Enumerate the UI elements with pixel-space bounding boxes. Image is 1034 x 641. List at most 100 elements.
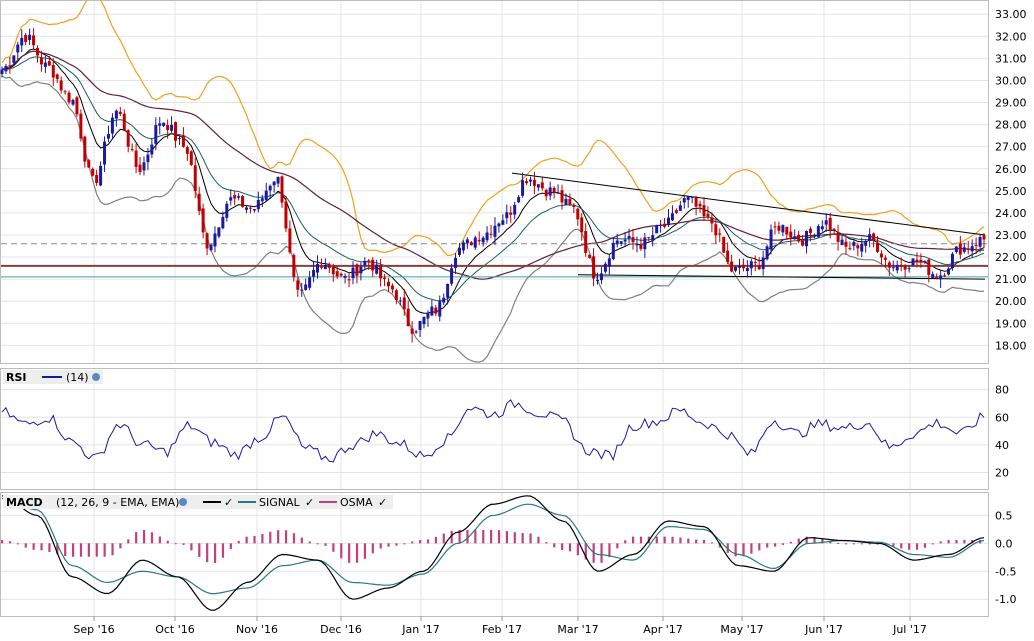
candle-up xyxy=(146,154,150,163)
osma-bar xyxy=(797,538,800,544)
candle-up xyxy=(556,192,560,194)
osma-bar xyxy=(474,529,477,544)
candle-down xyxy=(122,113,126,131)
candle-down xyxy=(958,243,962,255)
x-tick-label: Feb '17 xyxy=(482,623,522,636)
signal-check-icon[interactable]: ✓ xyxy=(305,496,314,509)
candle-down xyxy=(714,224,718,236)
candle-up xyxy=(229,197,233,201)
osma-bar xyxy=(166,540,169,544)
candle-up xyxy=(749,261,753,269)
osma-bar xyxy=(639,536,643,544)
candle-down xyxy=(8,65,12,67)
rsi-tick-label: 80 xyxy=(995,384,1009,397)
osma-bar xyxy=(734,543,737,557)
candle-down xyxy=(592,256,596,279)
osma-bar xyxy=(316,543,319,545)
osma-bar xyxy=(561,543,564,550)
price-tick-label: 27.00 xyxy=(995,141,1027,154)
osma-bar xyxy=(915,543,919,550)
osma-bar xyxy=(860,543,863,545)
osma-bar xyxy=(702,539,706,544)
candle-down xyxy=(402,297,406,310)
osma-bar xyxy=(324,543,327,546)
candle-up xyxy=(142,162,146,171)
candle-down xyxy=(280,176,284,203)
macd-settings-icon[interactable] xyxy=(179,498,187,506)
candle-down xyxy=(83,136,87,162)
osma-bar xyxy=(64,543,67,557)
candle-up xyxy=(375,264,379,274)
osma-bar xyxy=(174,543,177,545)
candle-down xyxy=(698,203,702,207)
price-tick-label: 21.00 xyxy=(995,273,1027,286)
osma-bar xyxy=(48,543,51,552)
candle-up xyxy=(221,216,225,229)
osma-check-icon[interactable]: ✓ xyxy=(378,496,387,509)
macd-param: (12, 26, 9 - EMA, EMA) xyxy=(56,496,179,509)
rsi-legend: RSI (14) xyxy=(3,370,103,384)
osma-bar xyxy=(458,529,461,544)
candle-down xyxy=(753,262,757,264)
trendline xyxy=(511,172,986,236)
osma-bar xyxy=(821,538,824,544)
osma-bar xyxy=(442,533,445,544)
candle-up xyxy=(840,239,844,246)
candle-up xyxy=(256,200,260,210)
price-tick-label: 32.00 xyxy=(995,30,1027,43)
candle-down xyxy=(126,130,130,147)
osma-bar xyxy=(119,543,122,549)
candle-up xyxy=(852,241,856,246)
candle-up xyxy=(816,226,820,238)
candle-up xyxy=(276,176,280,184)
rsi-settings-icon[interactable] xyxy=(92,373,100,381)
candle-up xyxy=(686,196,690,200)
candle-up xyxy=(891,267,895,269)
candle-up xyxy=(308,277,312,288)
candle-up xyxy=(312,269,316,277)
candle-up xyxy=(438,300,442,317)
candle-down xyxy=(631,237,635,243)
osma-bar xyxy=(135,532,138,544)
osma-bar xyxy=(332,543,335,552)
osma-bar xyxy=(624,540,627,544)
candle-up xyxy=(950,253,954,268)
x-tick-label: Nov '16 xyxy=(236,623,278,636)
candle-up xyxy=(599,273,603,281)
osma-bar xyxy=(679,537,682,544)
osma-bar xyxy=(269,531,272,544)
candle-up xyxy=(635,244,639,246)
candle-down xyxy=(560,190,564,203)
candle-down xyxy=(134,150,138,167)
candle-down xyxy=(525,181,529,184)
candle-down xyxy=(568,198,572,205)
osma-bar xyxy=(434,536,438,544)
candle-down xyxy=(544,190,548,197)
candle-up xyxy=(12,55,16,63)
candle-down xyxy=(899,264,903,267)
candle-up xyxy=(670,213,674,221)
candle-up xyxy=(497,223,501,227)
candle-up xyxy=(446,283,450,298)
price-tick-label: 23.00 xyxy=(995,229,1027,242)
candle-up xyxy=(418,321,422,331)
osma-bar xyxy=(419,540,422,544)
candle-up xyxy=(450,268,454,284)
x-tick-label: Mar '17 xyxy=(557,623,598,636)
candle-up xyxy=(430,306,434,316)
candle-down xyxy=(509,212,513,215)
price-tick-label: 19.00 xyxy=(995,317,1027,330)
osma-bar xyxy=(24,543,27,548)
macd-check-icon[interactable]: ✓ xyxy=(224,496,233,509)
osma-bar xyxy=(947,539,950,544)
signal-line xyxy=(1,498,985,595)
price-tick-label: 29.00 xyxy=(995,97,1027,110)
osma-bar xyxy=(553,543,556,548)
candle-up xyxy=(272,181,276,186)
osma-bar xyxy=(900,543,903,549)
bollinger-upper-line xyxy=(1,0,985,257)
candle-down xyxy=(879,253,883,258)
candle-up xyxy=(611,242,615,260)
candle-down xyxy=(848,248,852,250)
